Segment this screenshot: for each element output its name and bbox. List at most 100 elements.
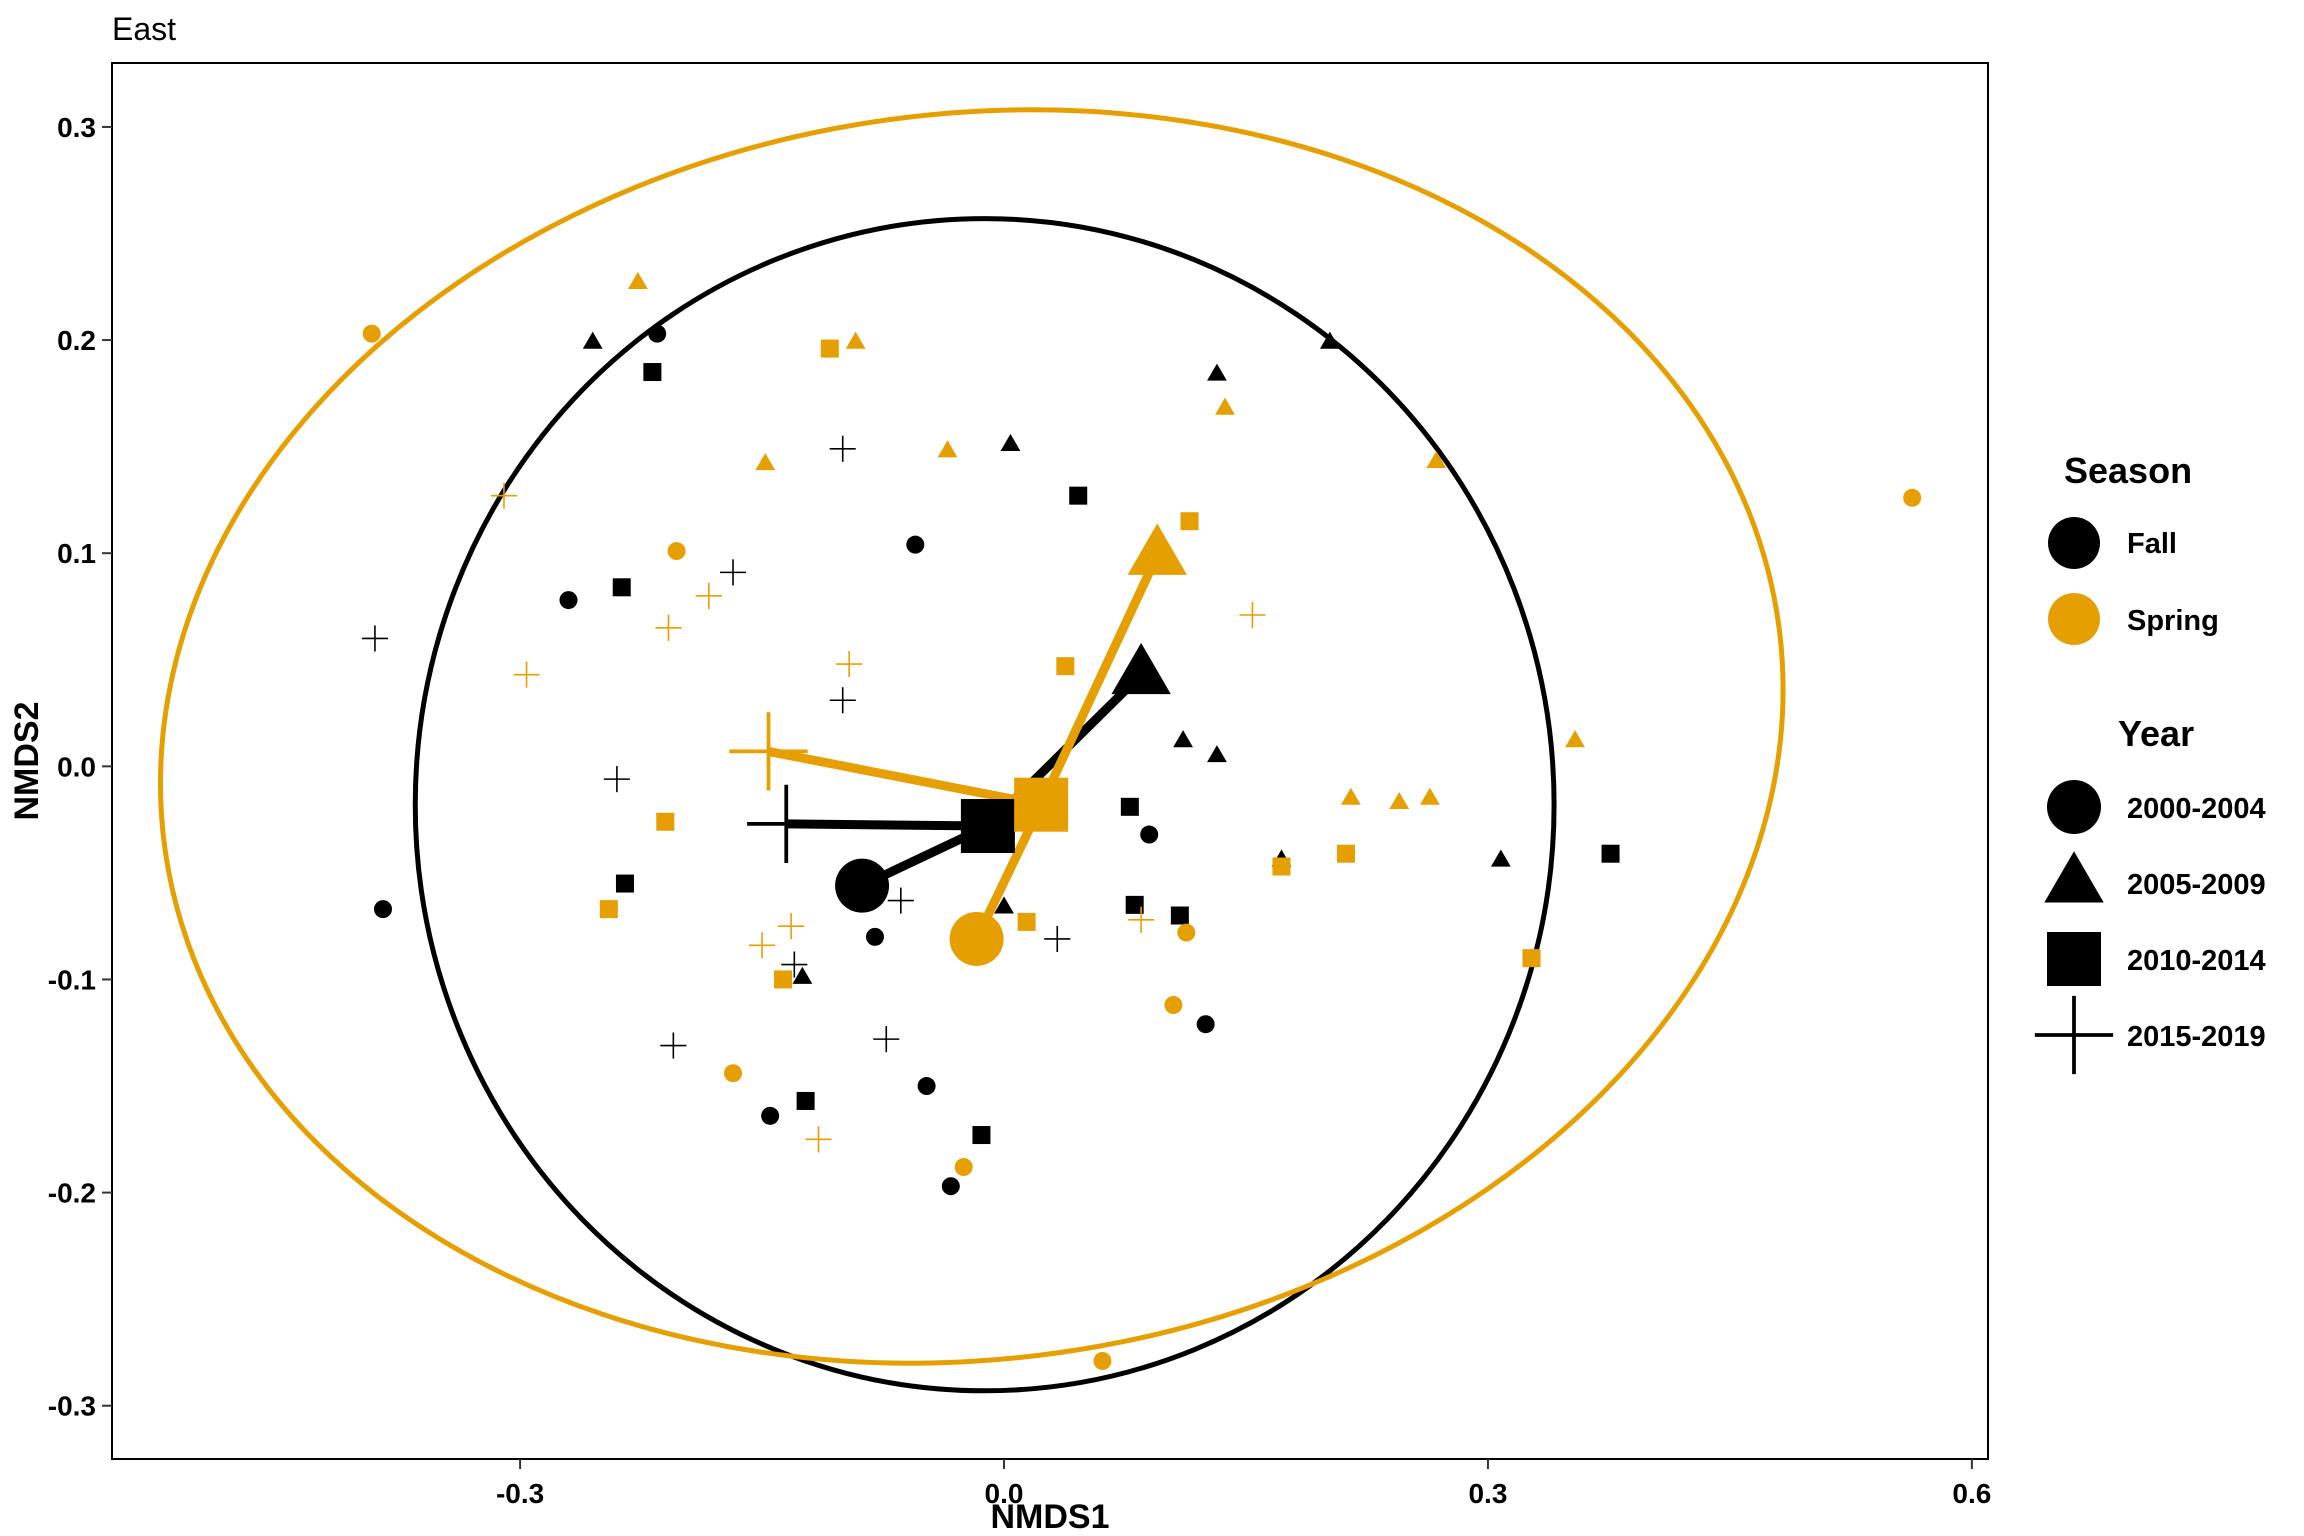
point-fall-2015-2019 xyxy=(603,766,630,793)
legend-key-2015-2019 xyxy=(2034,995,2114,1075)
legend-key-spring xyxy=(2048,593,2100,645)
point-spring-2015-2019 xyxy=(1128,906,1155,933)
legend-keys xyxy=(2034,517,2114,1075)
point-spring-2000-2004 xyxy=(1093,1351,1112,1370)
centroids-layer xyxy=(729,523,1187,966)
legend-key-2010-2014 xyxy=(2047,932,2101,986)
ellipse-spring xyxy=(157,107,1786,1366)
centroid-fall-2000-2004 xyxy=(835,858,890,913)
point-fall-2005-2009 xyxy=(1207,363,1227,381)
x-tick-label: 0.3 xyxy=(1468,1478,1507,1509)
legend-key-2000-2004 xyxy=(2047,780,2101,834)
plot-border xyxy=(111,62,1989,1460)
point-fall-2010-2014 xyxy=(612,578,631,597)
point-fall-2005-2009 xyxy=(1000,433,1021,452)
point-spring-2010-2014 xyxy=(656,812,675,831)
point-spring-2010-2014 xyxy=(820,339,839,358)
point-fall-2000-2004 xyxy=(917,1077,936,1096)
point-fall-2005-2009 xyxy=(1490,849,1511,867)
point-spring-2005-2009 xyxy=(1565,730,1585,748)
point-fall-2005-2009 xyxy=(1207,745,1227,763)
point-fall-2015-2019 xyxy=(829,687,856,714)
point-fall-2000-2004 xyxy=(1140,825,1159,844)
x-axis-title: NMDS1 xyxy=(990,1498,1109,1536)
point-fall-2000-2004 xyxy=(559,591,578,610)
centroid-spring-2015-2019 xyxy=(729,712,808,791)
point-spring-2000-2004 xyxy=(667,542,686,561)
point-spring-2015-2019 xyxy=(778,913,805,940)
legend-label-fall: Fall xyxy=(2127,528,2177,560)
point-fall-2000-2004 xyxy=(941,1177,960,1196)
y-tick-label: 0.1 xyxy=(57,538,96,569)
point-fall-2005-2009 xyxy=(1319,331,1340,349)
y-tick-label: 0.2 xyxy=(57,325,96,356)
point-fall-2000-2004 xyxy=(865,927,884,946)
point-fall-2015-2019 xyxy=(829,435,856,462)
point-fall-2015-2019 xyxy=(873,1026,900,1053)
y-tick-label: 0.0 xyxy=(57,751,96,782)
point-spring-2005-2009 xyxy=(845,331,866,349)
point-spring-2010-2014 xyxy=(774,970,793,989)
point-spring-2005-2009 xyxy=(1419,787,1440,805)
y-tick-label: -0.3 xyxy=(48,1391,96,1422)
point-spring-2015-2019 xyxy=(695,582,722,609)
point-fall-2015-2019 xyxy=(660,1032,687,1059)
x-axis: -0.3 0.0 0.3 0.6 xyxy=(496,1459,1991,1509)
legend-key-fall xyxy=(2048,517,2100,569)
legend-label-2005-2009: 2005-2009 xyxy=(2127,869,2266,901)
point-spring-2005-2009 xyxy=(1426,450,1447,469)
point-spring-2015-2019 xyxy=(513,661,540,688)
plot-title: East xyxy=(112,11,176,47)
ellipse-fall xyxy=(412,216,1557,1394)
point-spring-2000-2004 xyxy=(362,324,381,343)
point-spring-2005-2009 xyxy=(1340,787,1361,805)
point-fall-2015-2019 xyxy=(719,559,747,586)
point-spring-2015-2019 xyxy=(805,1126,832,1153)
point-spring-2015-2019 xyxy=(749,932,776,959)
y-tick-label: 0.3 xyxy=(57,112,96,143)
legend-key-2005-2009 xyxy=(2044,851,2104,903)
legend-label-2000-2004: 2000-2004 xyxy=(2127,793,2266,825)
point-spring-2005-2009 xyxy=(937,440,958,458)
point-fall-2015-2019 xyxy=(361,625,388,652)
points-layer xyxy=(361,271,1922,1370)
x-tick-label: 0.0 xyxy=(985,1478,1024,1509)
point-spring-2010-2014 xyxy=(1272,857,1291,876)
point-spring-2015-2019 xyxy=(655,614,682,641)
y-tick-label: -0.2 xyxy=(48,1178,96,1209)
point-fall-2000-2004 xyxy=(1196,1015,1215,1034)
spoke-spring-2005-2009 xyxy=(1037,553,1162,807)
point-fall-2005-2009 xyxy=(1173,730,1193,748)
point-fall-2015-2019 xyxy=(1044,925,1071,953)
legend-year-title: Year xyxy=(2118,713,2194,754)
point-spring-2015-2019 xyxy=(836,650,863,678)
point-fall-2015-2019 xyxy=(781,951,808,978)
centroid-fall-2010-2014 xyxy=(960,799,1015,854)
point-fall-2010-2014 xyxy=(1601,844,1620,863)
point-fall-2010-2014 xyxy=(972,1126,991,1145)
point-spring-2010-2014 xyxy=(1180,512,1199,531)
x-tick-label: 0.6 xyxy=(1952,1478,1991,1509)
point-fall-2010-2014 xyxy=(1120,797,1139,816)
point-spring-2010-2014 xyxy=(1056,657,1075,676)
point-spring-2000-2004 xyxy=(1903,488,1922,507)
point-fall-2010-2014 xyxy=(1170,906,1189,925)
y-axis-title: NMDS2 xyxy=(8,701,46,820)
point-fall-2000-2004 xyxy=(761,1106,780,1125)
point-spring-2005-2009 xyxy=(755,453,776,471)
centroid-spring-2010-2014 xyxy=(1014,777,1069,832)
legend-label-2010-2014: 2010-2014 xyxy=(2127,945,2266,977)
point-fall-2010-2014 xyxy=(615,874,634,893)
centroid-fall-2005-2009 xyxy=(1111,642,1171,695)
point-spring-2000-2004 xyxy=(724,1064,743,1083)
legend-season-title: Season xyxy=(2064,450,2192,491)
centroid-spring-2005-2009 xyxy=(1127,523,1187,575)
point-fall-2005-2009 xyxy=(994,896,1014,914)
point-fall-2000-2004 xyxy=(906,535,925,554)
point-spring-2005-2009 xyxy=(627,271,648,290)
point-fall-2015-2019 xyxy=(887,887,914,914)
legend: Season Year Fall Spring 2000-2004 2005-2… xyxy=(2034,450,2266,1075)
plot-area xyxy=(157,107,1922,1394)
